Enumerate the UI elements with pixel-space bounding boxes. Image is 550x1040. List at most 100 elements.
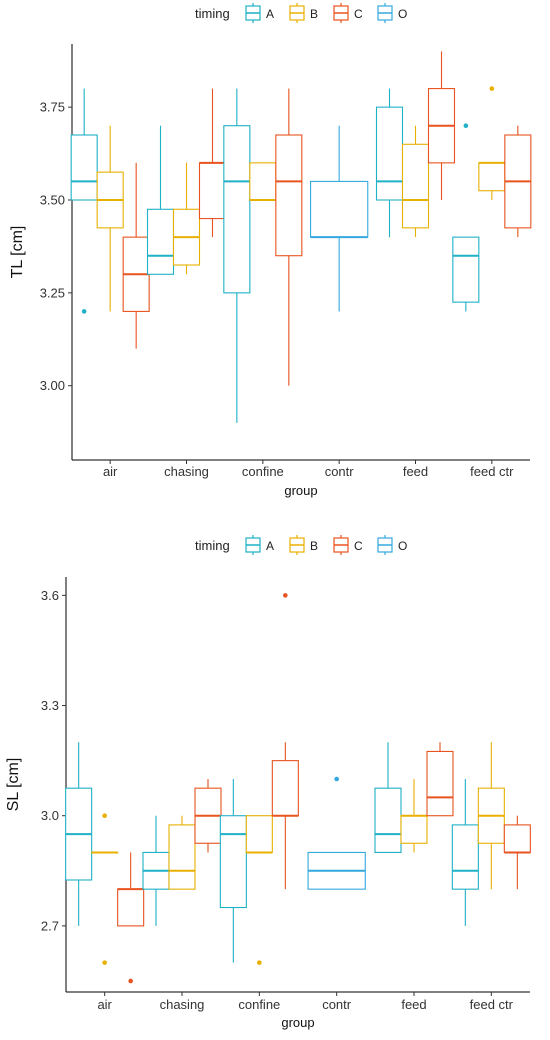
x-tick-label: confine bbox=[242, 464, 284, 479]
outlier-point bbox=[489, 86, 495, 91]
box-body bbox=[117, 888, 145, 927]
y-axis-title: SL [cm] bbox=[5, 758, 22, 812]
legend-title: timing bbox=[195, 6, 230, 21]
box-air-B bbox=[96, 125, 124, 312]
box-chasing-C bbox=[194, 778, 222, 853]
box-body bbox=[401, 143, 430, 229]
y-tick-label: 3.0 bbox=[41, 808, 59, 823]
box-feed-C bbox=[427, 51, 456, 200]
x-axis-title: group bbox=[284, 483, 317, 498]
x-tick-label: confine bbox=[238, 997, 280, 1012]
box-body bbox=[70, 134, 98, 201]
box-feed-B bbox=[401, 125, 430, 238]
legend-item: C bbox=[333, 3, 363, 23]
legend-item: B bbox=[289, 3, 318, 23]
y-tick-label: 3.75 bbox=[40, 100, 65, 115]
box-body bbox=[168, 824, 196, 890]
box-body bbox=[374, 787, 402, 853]
legend-label: A bbox=[266, 539, 274, 553]
x-axis-title: group bbox=[281, 1015, 314, 1030]
box-feed-ctr-C bbox=[504, 125, 532, 238]
box-body bbox=[245, 815, 273, 853]
legend: timing A B C O bbox=[195, 3, 407, 23]
box-body bbox=[271, 760, 299, 817]
outlier-point bbox=[81, 309, 87, 314]
y-tick-label: 3.00 bbox=[40, 378, 65, 393]
box-body bbox=[478, 162, 506, 192]
legend-label: B bbox=[310, 7, 318, 21]
legend-item: A bbox=[245, 535, 274, 555]
box-body bbox=[503, 824, 531, 853]
box-chasing-A bbox=[142, 815, 170, 926]
outlier-point bbox=[334, 776, 339, 782]
outlier-point bbox=[128, 978, 133, 984]
box-body bbox=[198, 162, 227, 220]
box-confine-A bbox=[219, 778, 247, 963]
box-air-C bbox=[117, 852, 145, 984]
box-chasing-B bbox=[172, 162, 201, 275]
box-confine-C bbox=[275, 88, 303, 386]
box-body bbox=[249, 162, 277, 201]
legend-label: A bbox=[266, 7, 274, 21]
x-tick-label: air bbox=[97, 997, 112, 1012]
box-feed-C bbox=[426, 742, 454, 817]
box-body bbox=[223, 125, 251, 294]
box-body bbox=[310, 180, 369, 238]
box-chasing-A bbox=[146, 125, 175, 275]
y-tick-label: 3.3 bbox=[41, 698, 59, 713]
legend-label: O bbox=[398, 7, 407, 21]
box-contr-O bbox=[307, 776, 366, 890]
x-tick-label: chasing bbox=[164, 464, 209, 479]
chart-tl: timing A B C O 3.00 3.25 3.50 3.75 air chasing conf… bbox=[9, 3, 532, 498]
outlier-point bbox=[257, 960, 262, 965]
x-tick-label: feed ctr bbox=[470, 464, 514, 479]
box-body bbox=[451, 824, 479, 890]
y-tick-label: 2.7 bbox=[41, 918, 59, 933]
box-air-A bbox=[70, 88, 98, 314]
box-body bbox=[452, 236, 480, 303]
box-feed-ctr-A bbox=[451, 778, 479, 926]
box-body bbox=[400, 815, 428, 844]
box-body bbox=[375, 106, 404, 201]
box-feed-A bbox=[375, 88, 404, 238]
legend-label: C bbox=[354, 539, 363, 553]
box-body bbox=[275, 134, 303, 257]
x-tick-label: contr bbox=[322, 997, 352, 1012]
x-tick-label: feed ctr bbox=[470, 997, 514, 1012]
x-tick-label: feed bbox=[401, 997, 426, 1012]
box-body bbox=[146, 208, 175, 275]
box-feed-ctr-C bbox=[503, 815, 531, 890]
outlier-point bbox=[283, 593, 288, 598]
box-contr-O bbox=[310, 125, 369, 312]
legend-label: O bbox=[398, 539, 407, 553]
box-confine-C bbox=[271, 593, 299, 890]
box-confine-A bbox=[223, 88, 251, 423]
chart-sl: timing A B C O 2.7 3.0 3.3 3.6 air chasing confine c… bbox=[5, 535, 531, 1030]
legend-item: A bbox=[245, 3, 274, 23]
y-tick-label: 3.25 bbox=[40, 285, 65, 300]
legend-item: O bbox=[377, 535, 407, 555]
legend-item: B bbox=[289, 535, 318, 555]
box-air-C bbox=[122, 162, 150, 349]
box-body bbox=[219, 815, 247, 909]
legend-label: C bbox=[354, 7, 363, 21]
legend-label: B bbox=[310, 539, 318, 553]
box-confine-B bbox=[245, 815, 273, 965]
box-body bbox=[426, 750, 454, 817]
box-chasing-C bbox=[198, 88, 227, 238]
x-tick-label: feed bbox=[403, 464, 428, 479]
box-feed-A bbox=[374, 742, 402, 853]
box-air-A bbox=[65, 742, 93, 926]
legend: timing A B C O bbox=[195, 535, 407, 555]
legend-item: C bbox=[333, 535, 363, 555]
x-tick-label: contr bbox=[325, 464, 355, 479]
box-air-B bbox=[91, 813, 119, 965]
box-feed-ctr-B bbox=[478, 86, 506, 200]
y-tick-label: 3.50 bbox=[40, 193, 65, 208]
y-axis-title: TL [cm] bbox=[9, 226, 26, 279]
box-chasing-B bbox=[168, 815, 196, 890]
y-tick-label: 3.6 bbox=[41, 588, 59, 603]
outlier-point bbox=[102, 960, 107, 965]
legend-title: timing bbox=[195, 538, 230, 553]
